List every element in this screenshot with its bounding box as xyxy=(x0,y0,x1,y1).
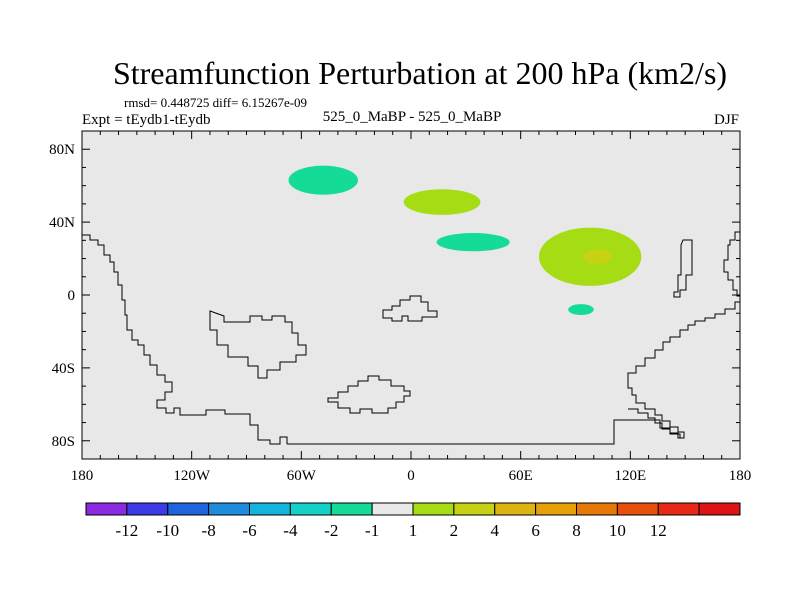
anomaly-layer xyxy=(288,165,642,316)
colorbar-label: -12 xyxy=(116,521,139,540)
colorbar-label: 6 xyxy=(531,521,540,540)
colorbar-swatch xyxy=(330,502,373,516)
stats-label: rmsd= 0.448725 diff= 6.15267e-09 xyxy=(124,95,307,110)
x-tick-label: 180 xyxy=(729,468,752,484)
colorbar-swatch xyxy=(249,502,291,516)
colorbar-label: -1 xyxy=(365,521,379,540)
colorbar-swatch xyxy=(412,502,455,516)
x-tick-label: 120W xyxy=(173,468,211,484)
right-label: DJF xyxy=(714,112,739,128)
anomaly-indian-ocean xyxy=(568,304,594,316)
colorbar-swatch xyxy=(167,502,210,516)
colorbar-label: 10 xyxy=(609,521,626,540)
colorbar-label: -10 xyxy=(156,521,179,540)
colorbar-swatch xyxy=(371,502,414,516)
colorbar-swatch xyxy=(616,502,659,516)
coastline-california xyxy=(673,239,693,298)
coastline-americas xyxy=(82,234,288,445)
x-tick-label: 120E xyxy=(614,468,646,484)
y-tick-label: 0 xyxy=(68,288,76,304)
colorbar-label: 1 xyxy=(409,521,418,540)
colorbar-swatch xyxy=(453,502,496,516)
colorbar-swatch xyxy=(698,502,741,516)
colorbar-swatch xyxy=(657,502,700,516)
anomaly-middle-east xyxy=(436,233,510,252)
coastline-north-america-west xyxy=(723,231,740,297)
anomaly-north-atlantic xyxy=(288,165,358,195)
anomaly-asia-core xyxy=(582,249,613,265)
x-tick-label: 60E xyxy=(509,468,533,484)
center-label: 525_0_MaBP - 525_0_MaBP xyxy=(323,109,502,125)
coastline-australia xyxy=(327,375,411,414)
colorbar-label: -4 xyxy=(283,521,298,540)
axis-layer: 180 120W 60W 0 60E 120E 180 80N 40N 0 40S 80S xyxy=(49,131,751,484)
y-tick-label: 40N xyxy=(49,215,75,231)
colorbar-label: -2 xyxy=(324,521,338,540)
colorbar-label: -8 xyxy=(202,521,216,540)
y-tick-label: 80N xyxy=(49,142,75,158)
colorbar-label: 12 xyxy=(650,521,667,540)
coastline-antarctica xyxy=(287,419,684,445)
coastline-europe xyxy=(382,295,438,322)
colorbar-swatch xyxy=(289,502,332,516)
left-label: Expt = tEydb1-tEydb xyxy=(82,112,210,128)
colorbar-label: 2 xyxy=(450,521,459,540)
colorbar-label: 4 xyxy=(491,521,500,540)
colorbar-swatch xyxy=(208,502,250,516)
chart-title: Streamfunction Perturbation at 200 hPa (… xyxy=(113,55,727,91)
y-tick-label: 40S xyxy=(52,361,75,377)
x-tick-label: 180 xyxy=(71,468,94,484)
x-tick-label: 0 xyxy=(407,468,415,484)
colorbar-label: 8 xyxy=(572,521,581,540)
anomaly-europe xyxy=(403,189,481,215)
colorbar-swatch xyxy=(85,502,128,516)
colorbar-swatch xyxy=(126,502,169,516)
colorbar-swatch xyxy=(576,502,618,516)
plot-background xyxy=(82,131,740,459)
coastline-africa xyxy=(209,310,307,379)
colorbar: -12 -10 -8 -6 -4 -2 -1 1 2 4 6 8 10 12 xyxy=(85,502,741,540)
coastline-south-america-pacific xyxy=(627,301,740,439)
x-tick-label: 60W xyxy=(287,468,317,484)
colorbar-swatch xyxy=(535,502,577,516)
coastlines xyxy=(82,231,740,445)
colorbar-label: -6 xyxy=(242,521,256,540)
colorbar-swatch xyxy=(494,502,537,516)
y-tick-label: 80S xyxy=(52,434,75,450)
